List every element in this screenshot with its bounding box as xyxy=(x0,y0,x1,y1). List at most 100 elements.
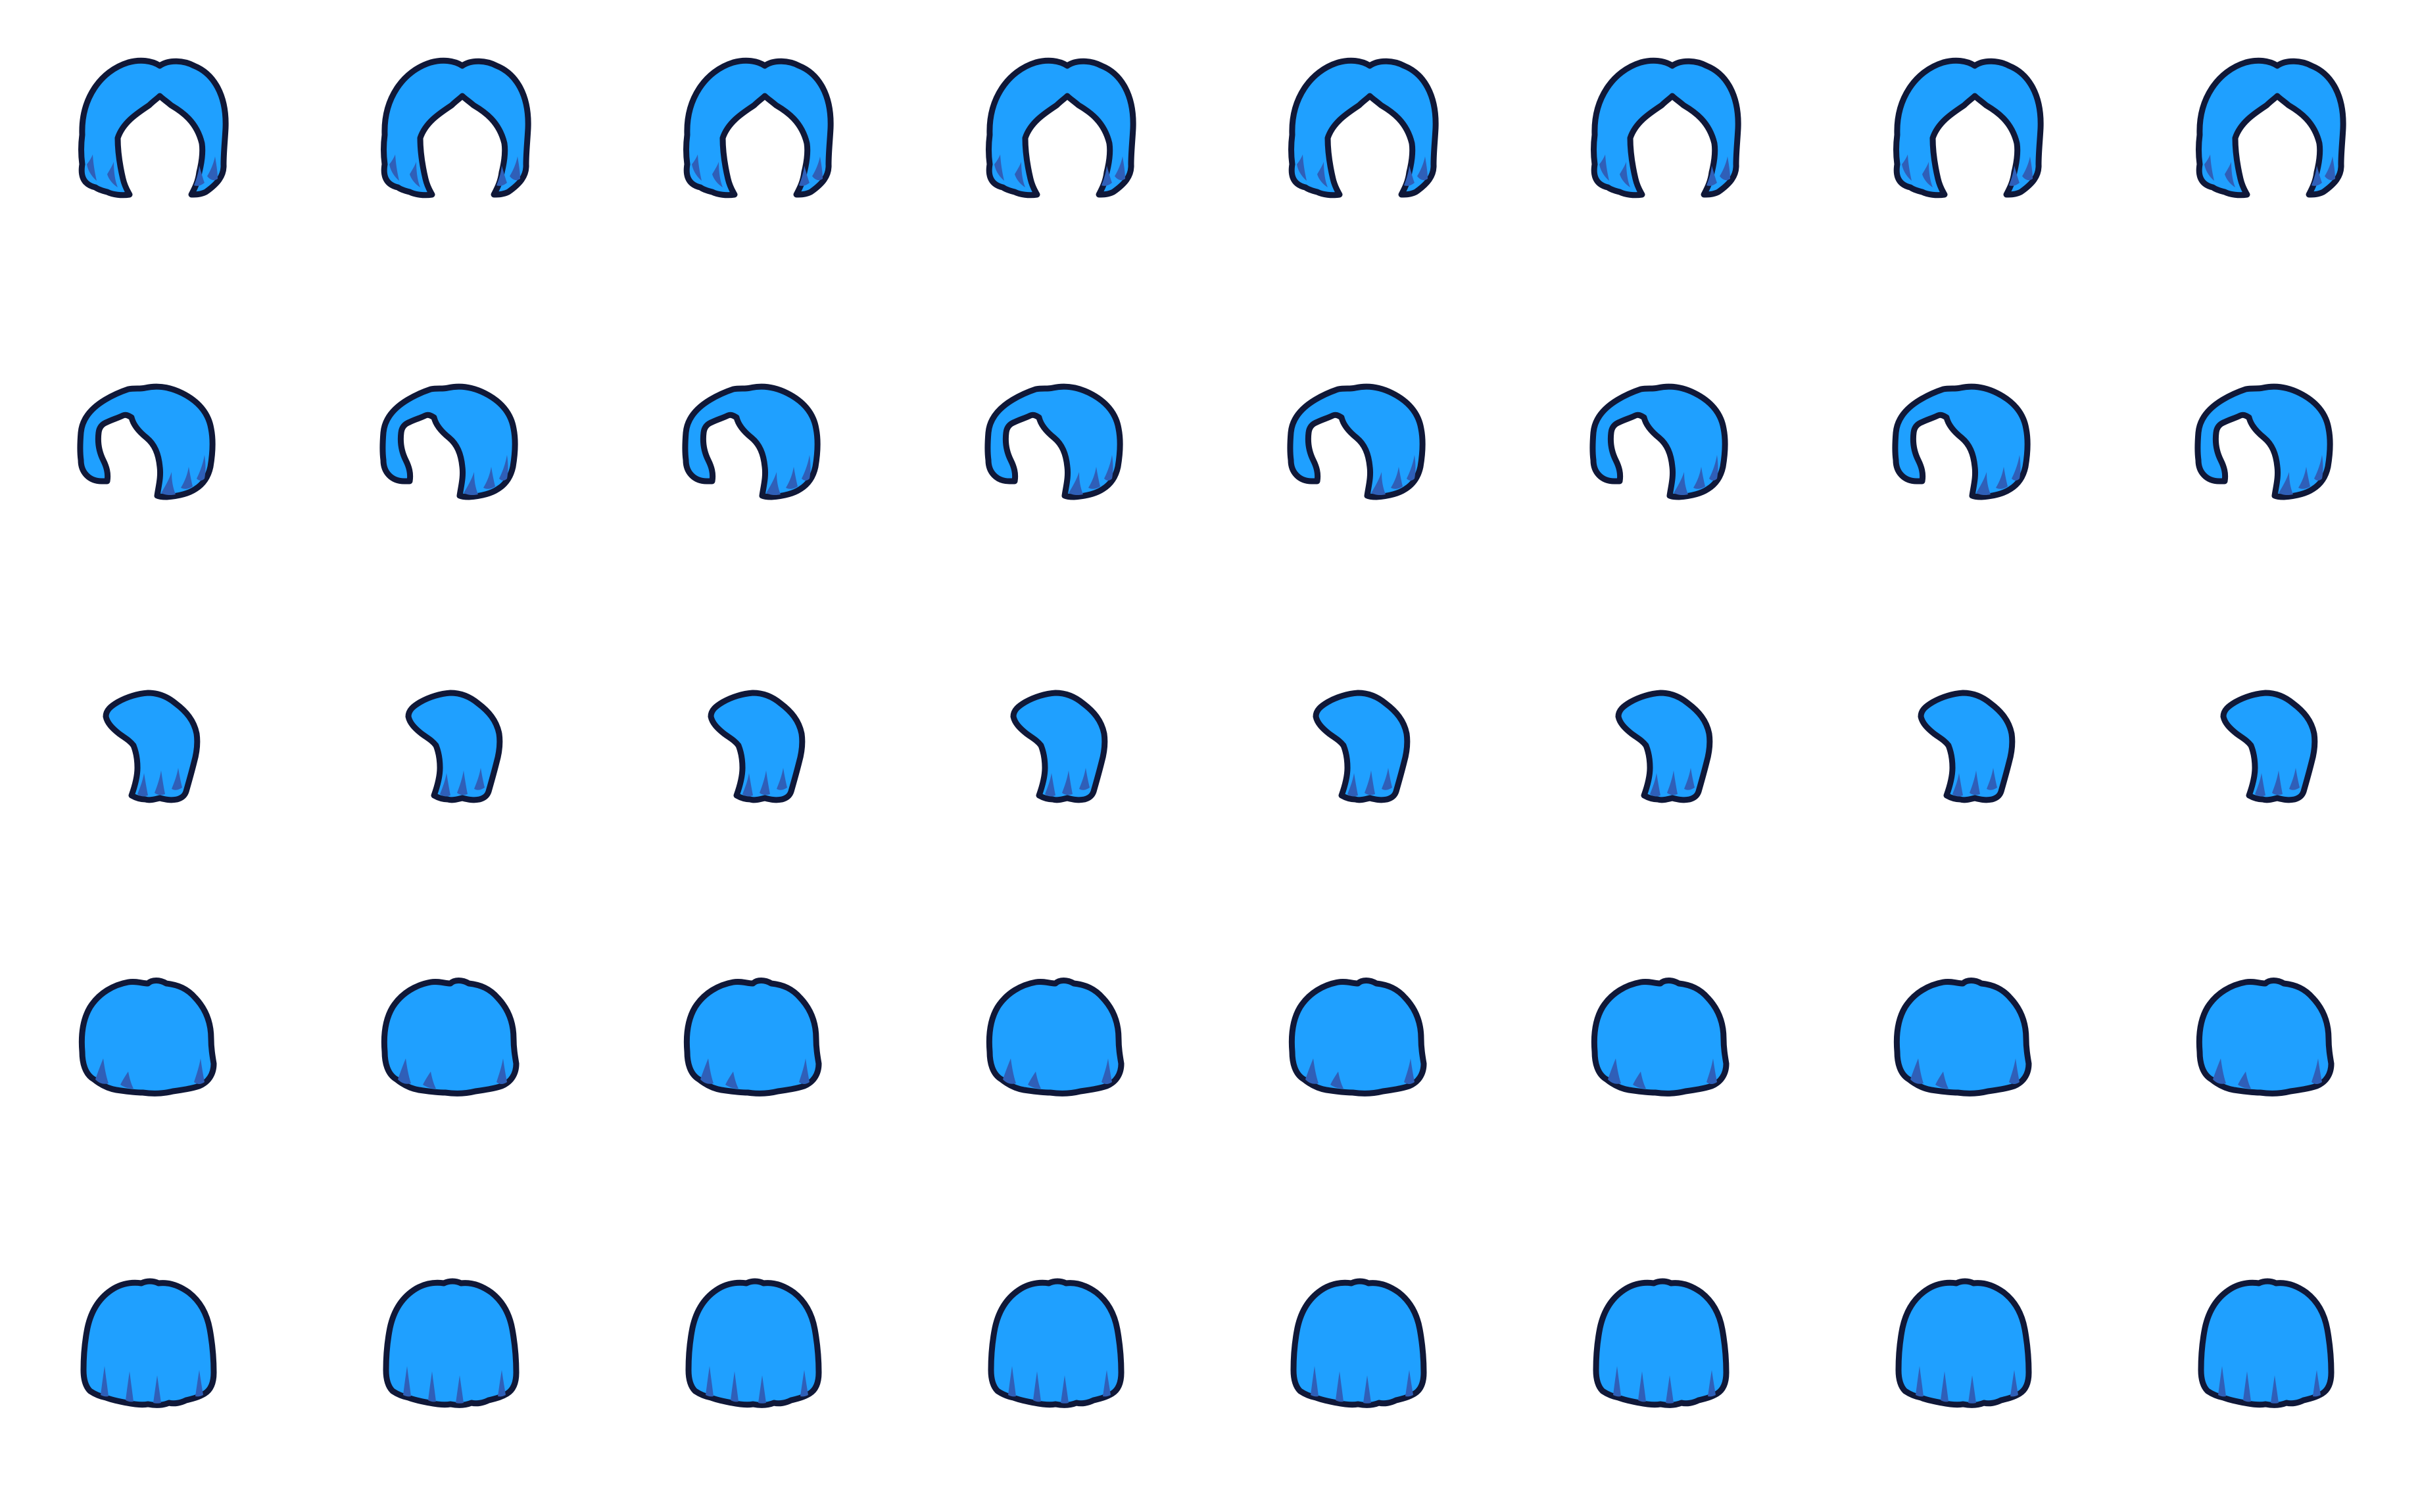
hair-fill xyxy=(986,978,1125,1097)
hair-shade xyxy=(389,154,399,181)
hair-shade xyxy=(1987,768,1997,790)
hair-shade xyxy=(1115,156,1125,181)
hair-swept-row xyxy=(0,237,2420,539)
hair-shade xyxy=(499,455,508,481)
hair-shade xyxy=(731,1371,738,1402)
hair-shade xyxy=(1391,467,1403,489)
hair-shade xyxy=(2271,1375,2279,1404)
hair-shade xyxy=(161,472,176,496)
hair-shade xyxy=(1008,1366,1016,1397)
hair-shade xyxy=(155,770,165,795)
hair-fill xyxy=(1287,383,1426,500)
hair-bob-round-graphic xyxy=(1591,978,1730,1097)
hair-bob-long-graphic xyxy=(685,1278,822,1408)
hair-shade xyxy=(2022,156,2033,181)
hair-shade xyxy=(2243,1371,2251,1402)
hair-shade xyxy=(498,1370,506,1397)
hair-bob-round-sprite xyxy=(0,841,299,1144)
hair-shade xyxy=(194,1058,205,1084)
hair-shade xyxy=(692,154,702,181)
hair-shade xyxy=(1101,166,1112,186)
hair-bob-long-sprite xyxy=(0,1144,299,1446)
hair-shade xyxy=(800,1370,808,1397)
hair-shade xyxy=(1101,1058,1112,1084)
hair-horseshoe-graphic xyxy=(683,57,834,199)
hair-shade xyxy=(1104,455,1113,481)
hair-shade xyxy=(802,455,811,481)
hair-shade xyxy=(2279,472,2293,496)
hair-fill xyxy=(2220,690,2318,803)
hair-side-tuft-graphic xyxy=(405,690,503,803)
hair-shade xyxy=(2289,768,2300,790)
hair-side-tuft-graphic xyxy=(1615,690,1713,803)
hair-shade xyxy=(2238,1072,2251,1089)
hair-bob-round-graphic xyxy=(2196,978,2335,1097)
hair-horseshoe-graphic xyxy=(1288,57,1439,199)
hair-side-tuft-graphic xyxy=(1010,690,1108,803)
hair-bob-long-sprite xyxy=(1812,1144,2114,1446)
hair-horseshoe-row xyxy=(0,0,2420,237)
hair-shade xyxy=(1405,1370,1413,1397)
hair-fill xyxy=(1591,978,1730,1097)
hair-bob-long-sprite xyxy=(1207,1144,1509,1446)
hair-shade xyxy=(725,1072,738,1089)
hair-fill xyxy=(683,978,822,1097)
hair-shade xyxy=(742,773,753,797)
hair-bob-round-sprite xyxy=(1207,841,1509,1144)
hair-shade xyxy=(398,1058,411,1084)
hair-shade xyxy=(483,467,495,489)
hair-shade xyxy=(2213,1058,2226,1084)
hair-side-tuft-graphic xyxy=(708,690,806,803)
hair-shade xyxy=(1968,1375,1976,1404)
hair-bob-long-graphic xyxy=(383,1278,520,1408)
hair-shade xyxy=(1666,1375,1674,1404)
hair-shade xyxy=(1613,1366,1621,1397)
hair-bob-round-sprite xyxy=(2114,841,2417,1144)
hair-shade xyxy=(2311,166,2322,186)
hair-bob-long-graphic xyxy=(1290,1278,1427,1408)
hair-fill xyxy=(381,57,531,199)
hair-shade xyxy=(1922,162,1933,187)
hair-fill xyxy=(379,383,518,500)
hair-shade xyxy=(195,1370,203,1397)
hair-shade xyxy=(1902,154,1912,181)
hair-shade xyxy=(197,455,206,481)
hair-shade xyxy=(423,1072,436,1089)
hair-shade xyxy=(700,1058,714,1084)
hair-shade xyxy=(496,1058,507,1084)
hair-fill xyxy=(1313,690,1411,803)
hair-shade xyxy=(87,154,97,181)
hair-swept-sprite xyxy=(602,237,904,539)
hair-swept-graphic xyxy=(1589,383,1728,500)
hair-shade xyxy=(994,154,1004,181)
hair-shade xyxy=(410,162,420,187)
hair-side-tuft-graphic xyxy=(2220,690,2318,803)
hair-shade xyxy=(1404,1058,1415,1084)
hair-shade xyxy=(1708,1370,1716,1397)
hair-shade xyxy=(456,1375,464,1404)
hair-shade xyxy=(1079,768,1090,790)
hair-shade xyxy=(172,768,182,790)
hair-shade xyxy=(2225,162,2235,187)
hair-bob-long-graphic xyxy=(988,1278,1125,1408)
hair-fill xyxy=(2194,383,2333,500)
hair-fill xyxy=(1288,57,1439,199)
hair-shade xyxy=(1916,1366,1924,1397)
hair-shade xyxy=(1970,770,1980,795)
hair-swept-graphic xyxy=(2194,383,2333,500)
hair-shade xyxy=(457,770,468,795)
hair-shade xyxy=(1347,773,1358,797)
hair-side-tuft-sprite xyxy=(2114,539,2417,841)
hair-shade xyxy=(1935,1072,1948,1089)
hair-fill xyxy=(383,1278,520,1408)
hair-horseshoe-graphic xyxy=(2196,57,2346,199)
hair-swept-sprite xyxy=(1207,237,1509,539)
hair-swept-graphic xyxy=(1892,383,2031,500)
hair-shade xyxy=(1061,1375,1069,1404)
hair-shade xyxy=(428,1371,436,1402)
hair-shade xyxy=(126,1371,133,1402)
hair-shade xyxy=(1709,455,1718,481)
hair-shade xyxy=(1674,472,1688,496)
hair-shade xyxy=(2313,1370,2321,1397)
hair-fill xyxy=(685,1278,822,1408)
